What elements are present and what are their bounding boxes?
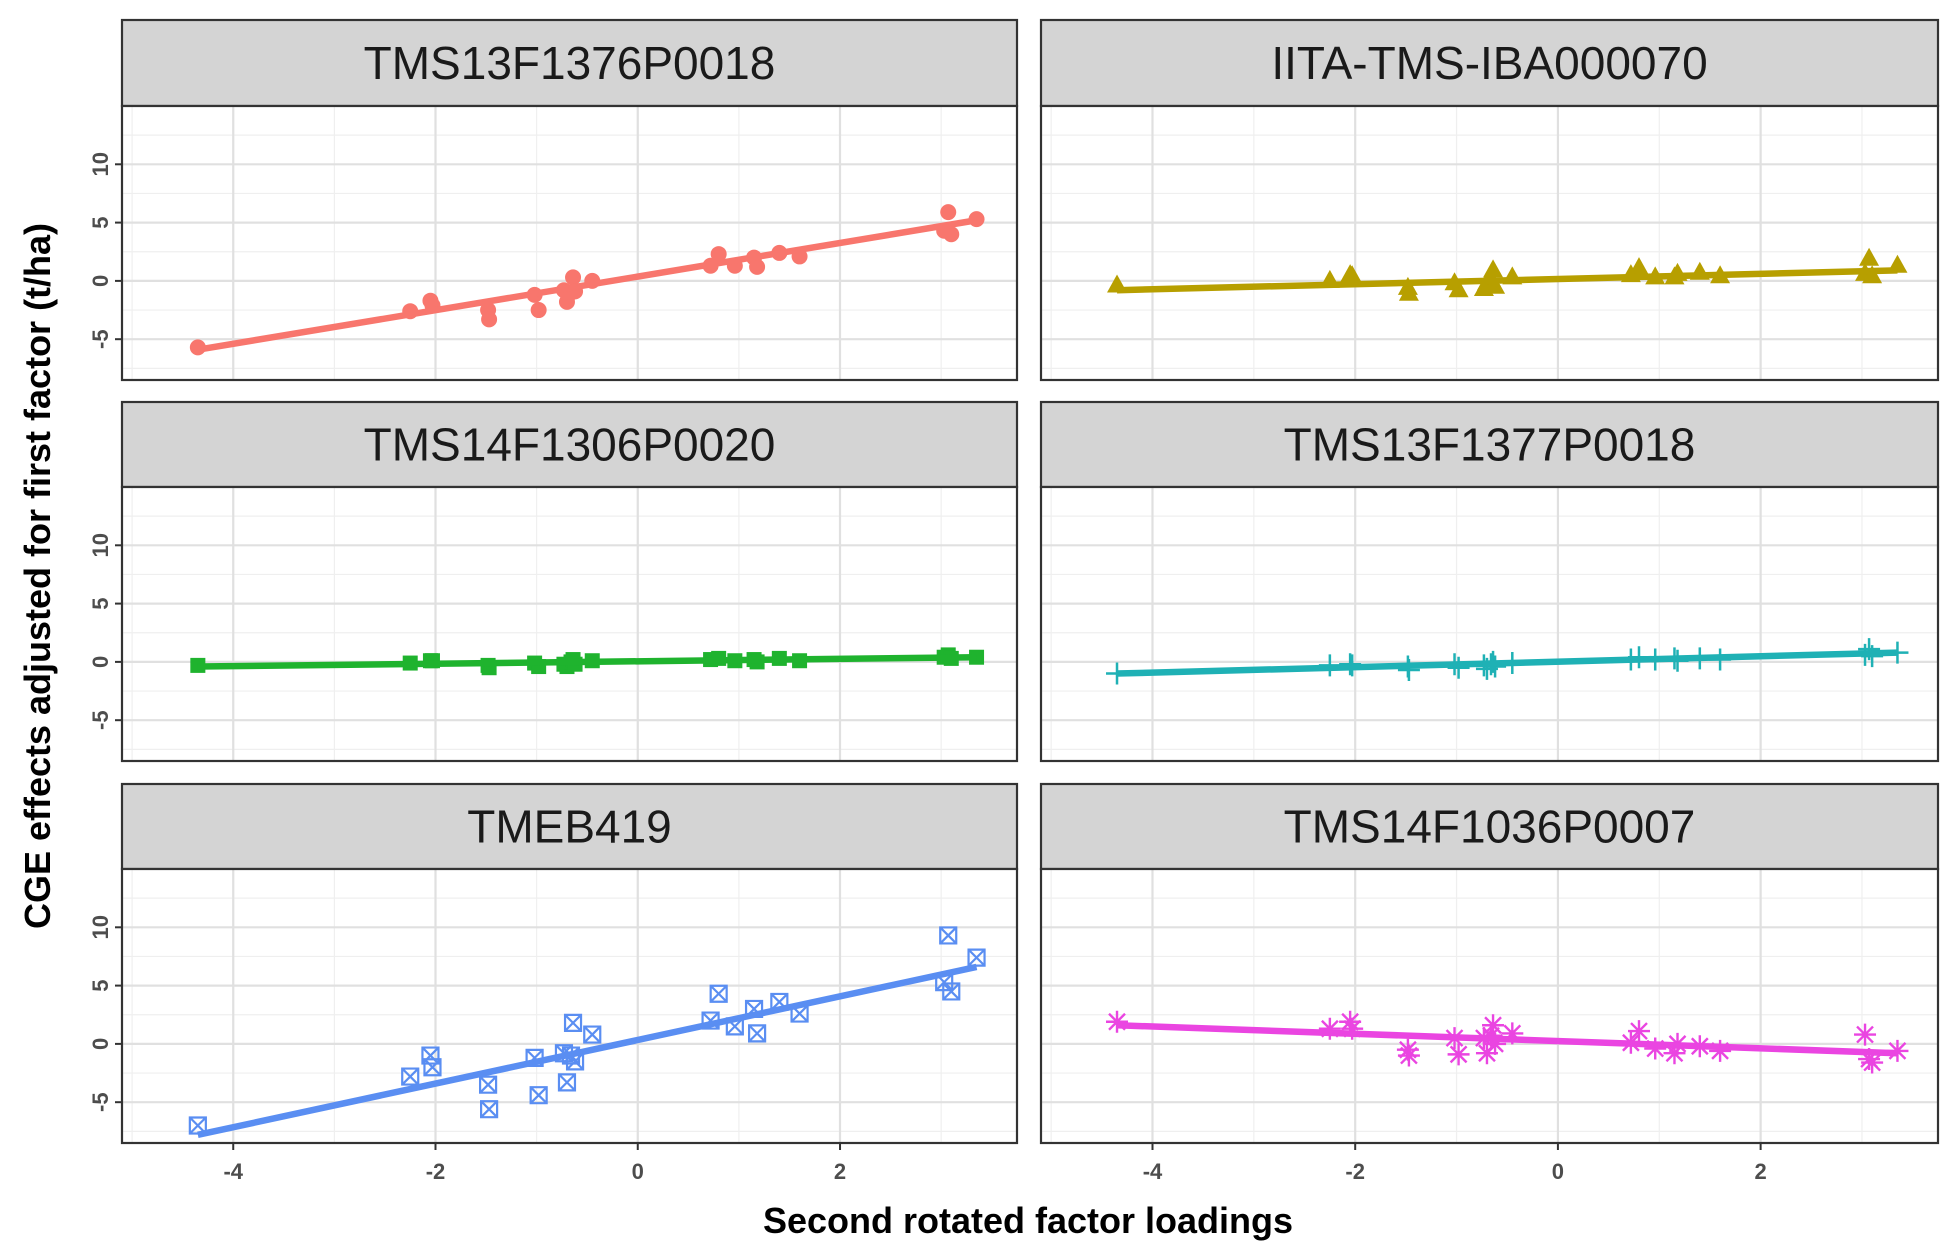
facet-strip xyxy=(120,18,1019,108)
data-point xyxy=(749,258,766,275)
regression-line xyxy=(1116,267,1898,294)
data-point xyxy=(709,984,728,1003)
y-tick-label: 10 xyxy=(88,152,113,176)
y-tick-label: -5 xyxy=(88,710,113,730)
data-point xyxy=(557,1073,577,1092)
data-point xyxy=(530,302,547,319)
y-tick-label: 10 xyxy=(88,915,113,939)
x-tick-label: 0 xyxy=(632,1159,644,1184)
facet-strip xyxy=(120,400,1019,489)
data-point xyxy=(1341,1017,1364,1040)
panel-iita-tms-iba000070: IITA-TMS-IBA000070 xyxy=(1039,18,1940,382)
regression-line xyxy=(197,653,977,670)
data-point xyxy=(1501,1022,1524,1045)
y-tick-label: 5 xyxy=(88,597,113,609)
data-point xyxy=(939,926,958,945)
x-tick-label: -4 xyxy=(223,1159,243,1184)
data-point xyxy=(1663,1042,1686,1065)
panel-background xyxy=(122,487,1017,761)
data-point xyxy=(563,1013,583,1033)
panel-border xyxy=(120,104,1019,382)
data-point xyxy=(1448,279,1469,298)
facet-strip-label: TMS13F1376P0018 xyxy=(364,37,776,89)
data-point xyxy=(1861,1051,1884,1074)
panel-border xyxy=(1039,867,1940,1145)
data-point xyxy=(481,311,498,328)
x-tick-label: 2 xyxy=(1755,1159,1767,1184)
panel-tms14f1036p0007: TMS14F1036P0007 -4 -2 0 2 xyxy=(1039,782,1940,1184)
x-tick-label: -2 xyxy=(1345,1159,1365,1184)
data-point xyxy=(1709,1039,1732,1062)
y-tick-label: 10 xyxy=(88,533,113,557)
facet-strip-label: IITA-TMS-IBA000070 xyxy=(1271,37,1707,89)
data-point xyxy=(1483,259,1504,278)
y-axis-title: CGE effects adjusted for first factor (t… xyxy=(17,223,58,929)
x-tick-label: -2 xyxy=(426,1159,446,1184)
regression-line xyxy=(1116,1021,1898,1057)
data-point xyxy=(480,1100,499,1119)
panel-background xyxy=(1041,106,1938,380)
data-point xyxy=(1475,1042,1498,1065)
panels-layer: TMS13F1376P0018 -5 0 5 10 IITA-TMS-IBA000070 T… xyxy=(88,18,1940,1184)
data-point xyxy=(1628,1020,1650,1043)
data-point xyxy=(1484,1032,1507,1055)
data-point xyxy=(1397,1044,1420,1067)
data-point xyxy=(529,1086,548,1105)
data-point xyxy=(710,246,727,263)
panel-border xyxy=(120,867,1019,1145)
panel-background xyxy=(122,869,1017,1143)
panel-border xyxy=(120,485,1019,763)
data-point xyxy=(1339,1010,1362,1033)
facet-strip-label: TMS14F1306P0020 xyxy=(364,419,776,471)
panel-background xyxy=(1041,869,1938,1143)
regression-line xyxy=(197,217,978,353)
y-tick-label: -5 xyxy=(88,1092,113,1112)
x-tick-label: 2 xyxy=(834,1159,846,1184)
regression-line xyxy=(1116,649,1898,677)
y-tick-label: 5 xyxy=(88,216,113,228)
panel-border xyxy=(1039,104,1940,382)
y-tick-label: 0 xyxy=(88,1038,113,1050)
facet-strip-label: TMS13F1377P0018 xyxy=(1284,419,1696,471)
y-tick-label: -5 xyxy=(88,329,113,349)
data-point xyxy=(942,982,961,1001)
facet-strip-label: TMS14F1036P0007 xyxy=(1284,801,1696,853)
panel-background xyxy=(1041,487,1938,761)
data-point xyxy=(1342,265,1363,284)
data-point xyxy=(1859,247,1880,266)
data-point xyxy=(747,1024,767,1043)
data-point xyxy=(1106,1010,1129,1033)
data-point xyxy=(943,226,960,243)
y-tick-label: 0 xyxy=(88,656,113,668)
data-point xyxy=(1854,1023,1877,1046)
facet-strip xyxy=(1039,18,1940,108)
data-point xyxy=(940,204,957,221)
data-point xyxy=(478,1075,498,1094)
x-tick-label: -4 xyxy=(1143,1159,1163,1184)
panel-tms13f1376p0018: TMS13F1376P0018 -5 0 5 10 xyxy=(88,18,1019,382)
x-tick-label: 0 xyxy=(1552,1159,1564,1184)
data-point xyxy=(1629,257,1649,276)
data-point xyxy=(1482,1014,1505,1037)
data-point xyxy=(1398,282,1419,301)
panel-tms14f1306p0020: TMS14F1306P0020 -5 0 5 10 xyxy=(88,400,1019,763)
y-tick-label: 5 xyxy=(88,979,113,991)
x-axis-title: Second rotated factor loadings xyxy=(763,1200,1293,1241)
data-point xyxy=(583,1025,602,1044)
panel-tmeb419: TMEB419 -5 0 5 10 -4 -2 0 2 xyxy=(88,782,1019,1184)
panel-border xyxy=(1039,485,1940,763)
regression-line xyxy=(197,963,978,1139)
data-point xyxy=(1447,1043,1470,1066)
data-point xyxy=(423,1058,442,1077)
data-point xyxy=(1318,1017,1341,1040)
data-point xyxy=(967,948,986,967)
panel-tms13f1377p0018: TMS13F1377P0018 xyxy=(1039,400,1940,763)
data-point xyxy=(1485,275,1506,294)
data-point xyxy=(565,269,582,286)
y-tick-label: 0 xyxy=(88,275,113,287)
facet-strip-label: TMEB419 xyxy=(467,801,672,853)
data-point xyxy=(1644,1037,1667,1060)
